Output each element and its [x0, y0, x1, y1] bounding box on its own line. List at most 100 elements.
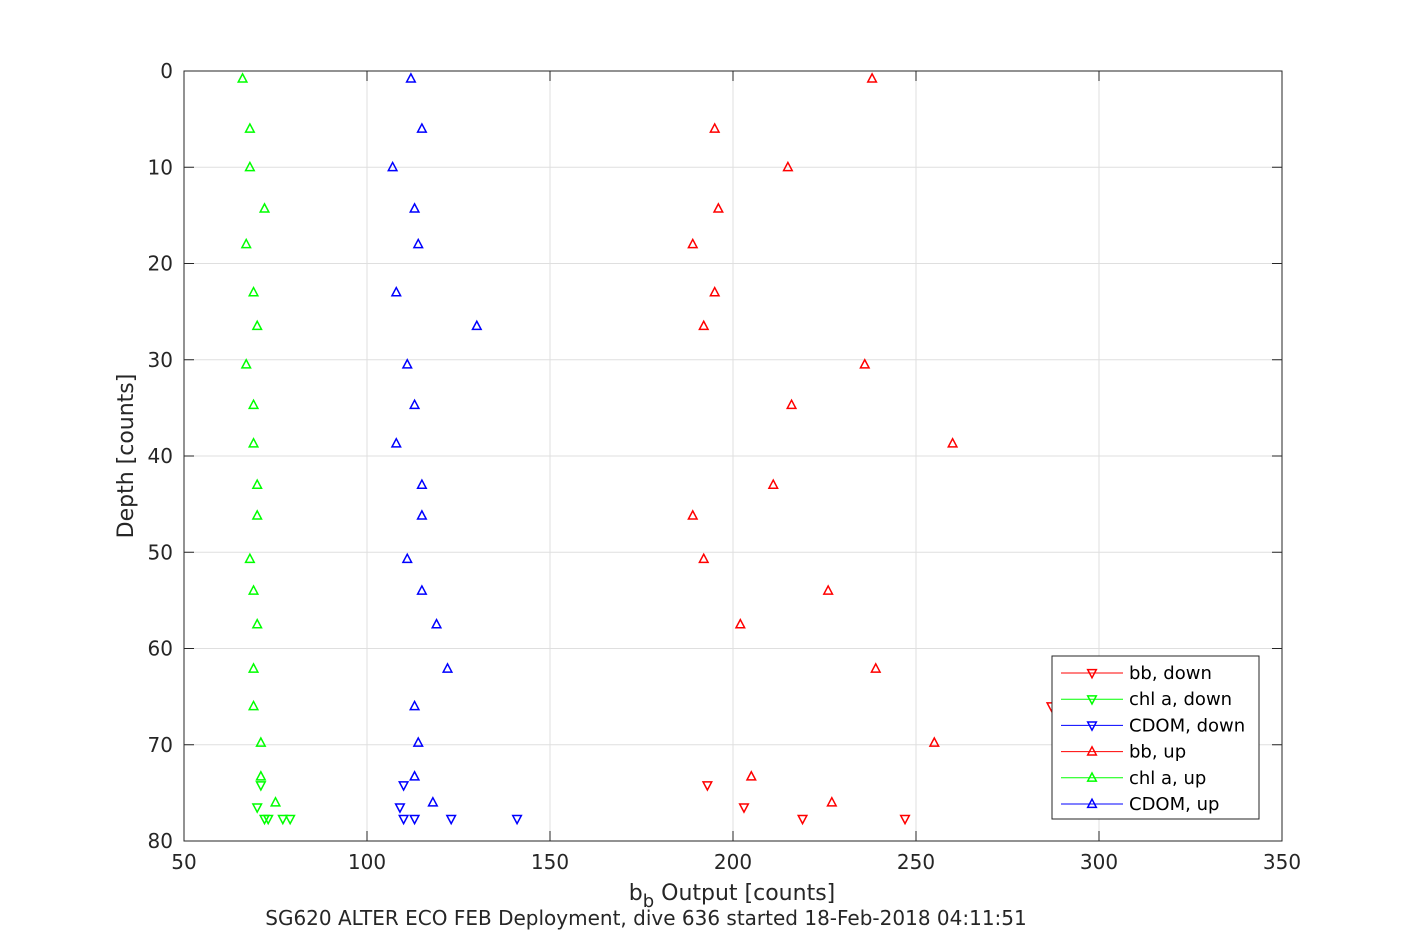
x-axis-label-main: b — [629, 881, 643, 906]
series-cdom-up — [387, 72, 483, 807]
data-point — [262, 814, 274, 826]
data-point — [401, 358, 413, 369]
data-point — [445, 814, 457, 826]
data-point — [255, 781, 267, 792]
y-tick-label: 70 — [148, 733, 173, 757]
data-point — [782, 160, 794, 172]
data-point — [709, 122, 721, 133]
data-point — [427, 796, 439, 807]
x-tick-label: 300 — [1080, 850, 1118, 874]
legend-marker — [1086, 695, 1098, 706]
data-point — [409, 770, 421, 781]
series-cdom-down — [394, 781, 523, 826]
data-point — [734, 618, 746, 629]
data-point — [405, 72, 417, 83]
data-point — [240, 358, 252, 369]
data-point — [870, 662, 882, 673]
y-tick-label: 10 — [148, 155, 173, 179]
data-point — [698, 319, 710, 331]
data-point — [709, 285, 721, 297]
chart-title: SG620 ALTER ECO FEB Deployment, dive 636… — [265, 906, 1026, 930]
data-point — [251, 618, 263, 629]
series-bb-up — [687, 72, 959, 807]
data-point — [390, 285, 402, 297]
x-tick-label: 50 — [171, 850, 196, 874]
data-point — [416, 584, 428, 595]
data-point — [255, 770, 267, 781]
data-point — [277, 814, 289, 826]
x-tick-label: 250 — [897, 850, 935, 874]
data-point — [698, 552, 710, 564]
data-point — [247, 437, 260, 448]
data-point — [416, 509, 428, 520]
legend-box — [1051, 655, 1260, 820]
data-point — [251, 509, 263, 520]
data-point — [394, 803, 406, 814]
data-point — [687, 509, 699, 520]
data-point — [409, 814, 421, 826]
legend-label: chl a, up — [1129, 768, 1206, 789]
data-point — [247, 285, 260, 297]
data-point — [247, 662, 260, 673]
data-point — [826, 796, 838, 807]
y-tick-label: 30 — [148, 348, 173, 372]
data-point — [247, 699, 260, 711]
data-point — [401, 552, 413, 564]
legend-marker — [1086, 668, 1098, 680]
grid-lines — [184, 71, 1282, 841]
data-point — [251, 319, 263, 331]
data-marks — [236, 72, 1057, 826]
legend-marker — [1086, 745, 1098, 756]
legend-label: CDOM, down — [1129, 715, 1245, 736]
data-point — [471, 319, 483, 331]
data-point — [416, 478, 428, 489]
legend-marker — [1086, 797, 1098, 809]
data-point — [247, 398, 260, 410]
data-point — [687, 237, 699, 249]
data-point — [390, 437, 402, 448]
data-point — [236, 72, 249, 83]
legend-marker — [1086, 771, 1098, 782]
y-tick-label: 20 — [148, 252, 173, 276]
data-point — [785, 398, 798, 410]
data-point — [409, 398, 421, 410]
data-point — [416, 122, 428, 133]
data-point — [398, 781, 410, 792]
data-point — [412, 237, 424, 249]
data-point — [409, 699, 421, 711]
data-point — [251, 478, 263, 489]
series-bb-down — [701, 702, 1057, 826]
data-point — [398, 814, 410, 826]
data-point — [712, 202, 724, 213]
x-tick-label: 150 — [531, 850, 569, 874]
data-point — [284, 814, 296, 826]
data-point — [412, 736, 424, 747]
data-point — [745, 770, 757, 781]
data-point — [240, 237, 252, 249]
series-chl-a-down — [251, 781, 296, 826]
data-point — [767, 478, 779, 489]
x-axis-label: bb Output [counts] — [629, 881, 836, 912]
y-tick-label: 0 — [160, 59, 173, 83]
data-point — [244, 160, 256, 172]
data-point — [822, 584, 834, 595]
legend-label: bb, up — [1129, 742, 1186, 763]
data-point — [244, 552, 256, 564]
legend: bb, down chl a, down CDOM, down bb, up chl a… — [1051, 655, 1260, 820]
data-point — [409, 202, 421, 213]
legend-marker — [1086, 721, 1098, 732]
y-tick-label: 60 — [148, 637, 173, 661]
data-point — [269, 796, 282, 807]
x-tick-label: 100 — [348, 850, 386, 874]
x-axis-label-rest: Output [counts] — [654, 881, 835, 906]
data-point — [387, 160, 399, 172]
data-point — [247, 584, 260, 595]
y-tick-label: 40 — [148, 444, 173, 468]
y-tick-label: 80 — [148, 829, 173, 853]
data-point — [701, 781, 713, 792]
data-point — [244, 122, 256, 133]
data-point — [899, 814, 911, 826]
series-chl-a-up — [236, 72, 282, 807]
legend-label: bb, down — [1129, 663, 1212, 684]
